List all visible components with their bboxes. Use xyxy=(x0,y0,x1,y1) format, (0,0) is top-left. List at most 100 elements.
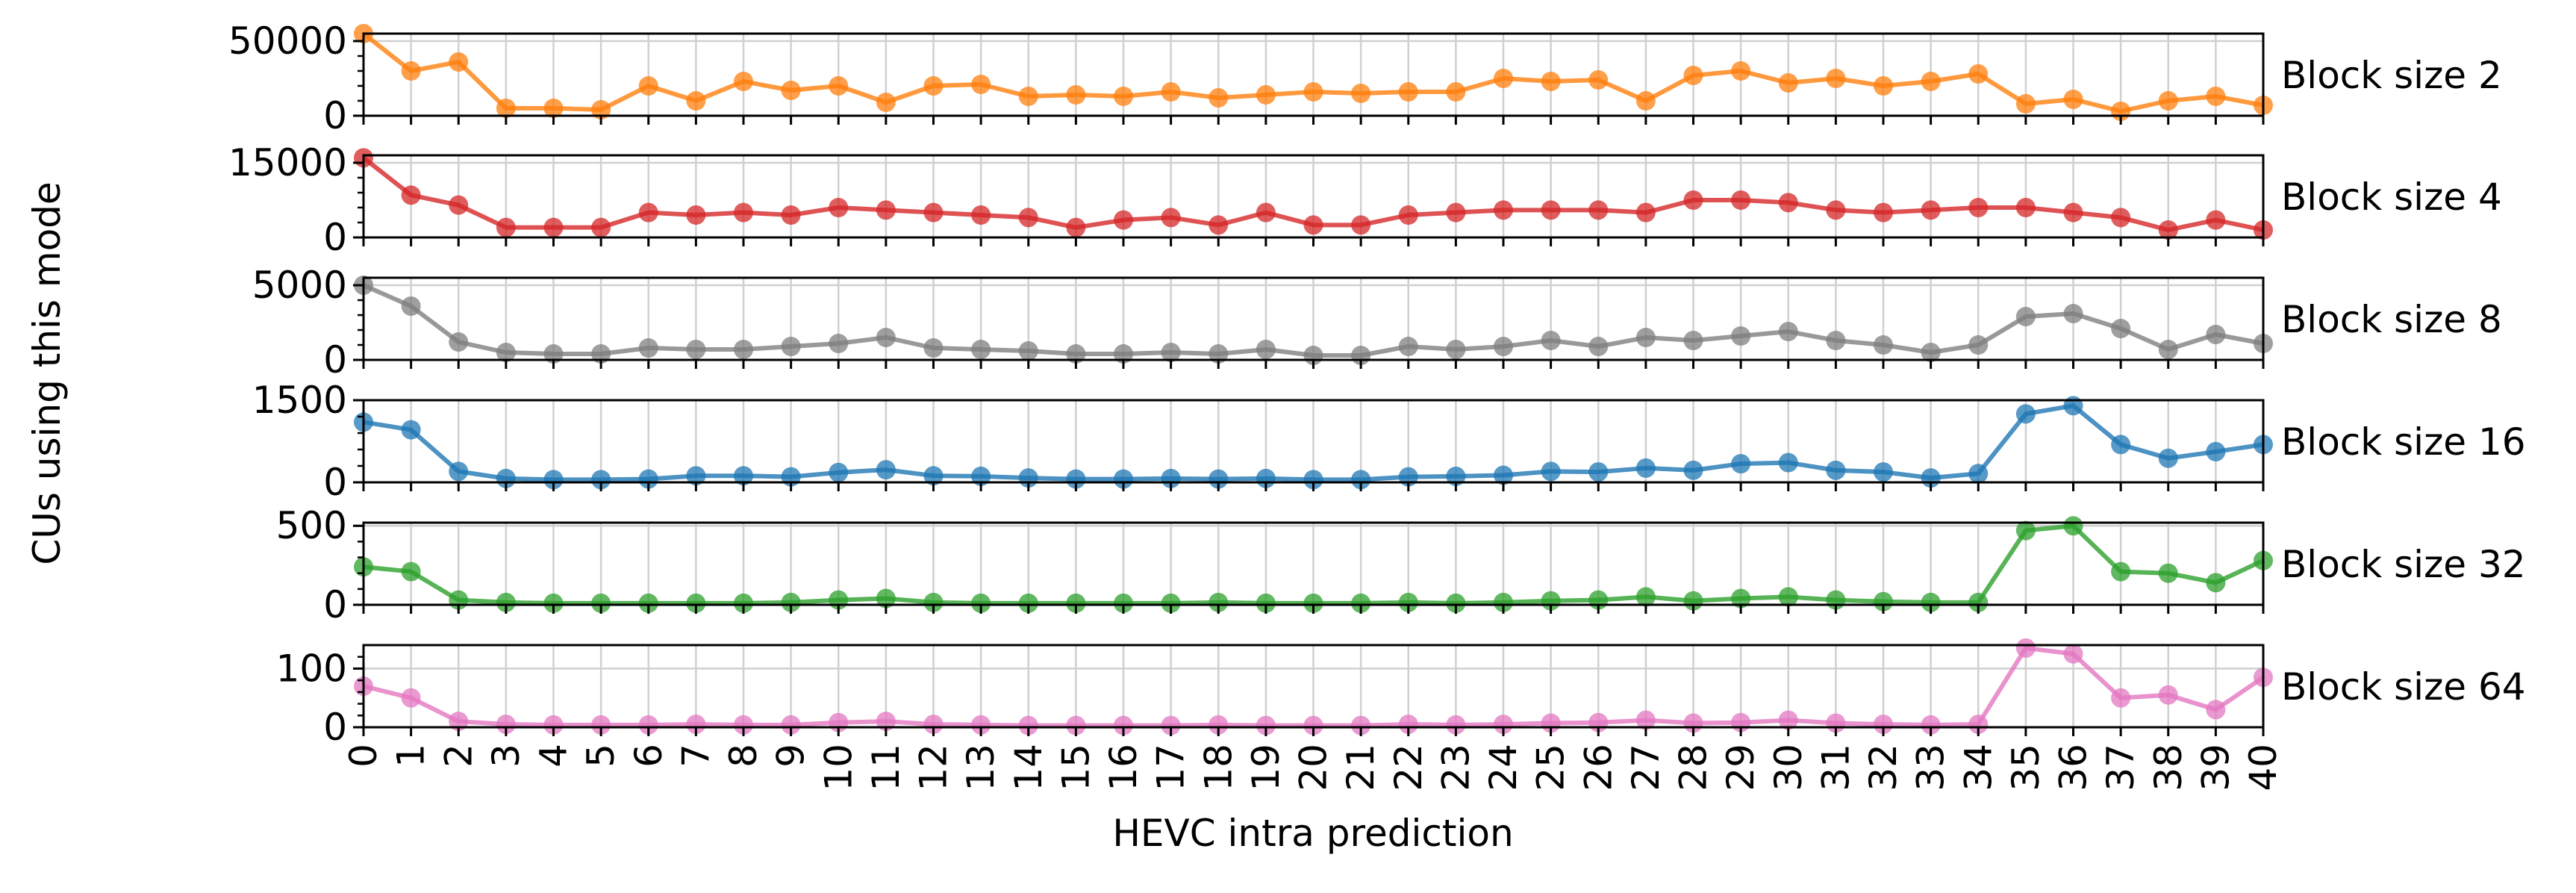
data-point xyxy=(1635,710,1656,730)
data-point xyxy=(591,470,611,490)
x-tick-label: 35 xyxy=(2004,744,2048,791)
x-tick-label: 5 xyxy=(579,744,623,768)
data-point xyxy=(1018,208,1038,228)
data-point xyxy=(2206,700,2226,720)
data-point xyxy=(1635,91,1656,111)
x-tick-label: 14 xyxy=(1007,744,1050,791)
data-point xyxy=(543,470,564,490)
data-point xyxy=(1874,591,1893,612)
data-point xyxy=(1968,715,1989,735)
data-point xyxy=(1541,200,1561,220)
data-point xyxy=(1635,458,1656,478)
data-point xyxy=(1446,593,1466,613)
data-point xyxy=(829,76,849,96)
data-point xyxy=(2158,685,2178,705)
data-point xyxy=(638,202,658,223)
x-tick-label: 19 xyxy=(1244,744,1288,791)
data-point xyxy=(1398,715,1418,735)
data-point xyxy=(1494,69,1513,88)
x-tick-label: 11 xyxy=(864,744,908,791)
data-point xyxy=(496,592,516,612)
data-point xyxy=(401,61,421,81)
data-point xyxy=(734,340,753,359)
x-tick-label: 12 xyxy=(912,744,955,791)
data-point xyxy=(1209,469,1229,489)
data-point xyxy=(1778,452,1798,473)
data-point xyxy=(449,332,469,352)
data-point xyxy=(449,461,469,482)
x-axis-label: HEVC intra prediction xyxy=(1112,812,1513,855)
data-point xyxy=(829,462,849,482)
data-point xyxy=(1018,715,1038,735)
data-point xyxy=(1921,715,1941,735)
data-point xyxy=(1066,469,1086,489)
data-point xyxy=(591,593,611,613)
data-point xyxy=(734,466,753,486)
y-tick-label: 50000 xyxy=(228,19,347,63)
data-point xyxy=(781,715,801,735)
data-point xyxy=(496,715,516,735)
data-point xyxy=(1731,588,1751,609)
data-point xyxy=(2015,638,2036,658)
data-point xyxy=(1778,193,1798,213)
data-point xyxy=(1541,72,1561,91)
data-point xyxy=(543,99,564,118)
panel-label: Block size 4 xyxy=(2281,175,2502,219)
data-point xyxy=(1114,593,1133,613)
data-point xyxy=(923,202,944,223)
x-tick-label: 2 xyxy=(437,744,480,768)
data-point xyxy=(923,338,944,358)
data-point xyxy=(876,328,896,347)
data-point xyxy=(1351,470,1371,490)
data-point xyxy=(1303,215,1323,235)
data-point xyxy=(401,420,421,440)
data-point xyxy=(1066,593,1086,613)
data-point xyxy=(1683,331,1703,350)
data-point xyxy=(2206,87,2226,106)
x-tick-label: 3 xyxy=(484,744,528,768)
data-point xyxy=(1731,454,1751,474)
x-tick-label: 32 xyxy=(1862,744,1905,791)
data-point xyxy=(1588,70,1609,90)
data-point xyxy=(401,688,421,708)
data-point xyxy=(1874,76,1893,96)
data-point xyxy=(923,76,944,96)
data-point xyxy=(1351,84,1371,103)
data-point xyxy=(1874,335,1893,355)
data-point xyxy=(1683,66,1703,85)
data-point xyxy=(2063,304,2083,323)
data-point xyxy=(496,343,516,362)
data-point xyxy=(1635,202,1656,223)
data-point xyxy=(2015,94,2036,113)
x-tick-label: 37 xyxy=(2099,744,2142,791)
data-point xyxy=(638,715,658,735)
data-point xyxy=(734,72,753,91)
data-point xyxy=(2206,573,2226,593)
data-point xyxy=(1588,462,1609,482)
data-point xyxy=(923,715,944,735)
data-point xyxy=(1541,331,1561,350)
data-point xyxy=(971,340,991,359)
data-point xyxy=(1494,465,1513,485)
data-point xyxy=(2015,520,2036,541)
data-point xyxy=(829,334,849,353)
data-point xyxy=(1161,208,1181,228)
data-point xyxy=(781,592,801,612)
data-point xyxy=(1921,343,1941,362)
data-point xyxy=(1398,337,1418,356)
data-point xyxy=(1968,464,1989,484)
data-point xyxy=(2063,90,2083,109)
y-tick-label: 0 xyxy=(323,706,347,749)
data-point xyxy=(1874,462,1893,482)
data-point xyxy=(1541,461,1561,482)
data-point xyxy=(1778,322,1798,341)
data-point xyxy=(971,593,991,613)
data-point xyxy=(1066,715,1086,735)
data-point xyxy=(2158,448,2178,468)
data-point xyxy=(1778,587,1798,607)
data-point xyxy=(1968,592,1989,612)
panel-3: 0 5000 Block size 8 xyxy=(252,264,2502,382)
data-point xyxy=(1968,335,1989,355)
